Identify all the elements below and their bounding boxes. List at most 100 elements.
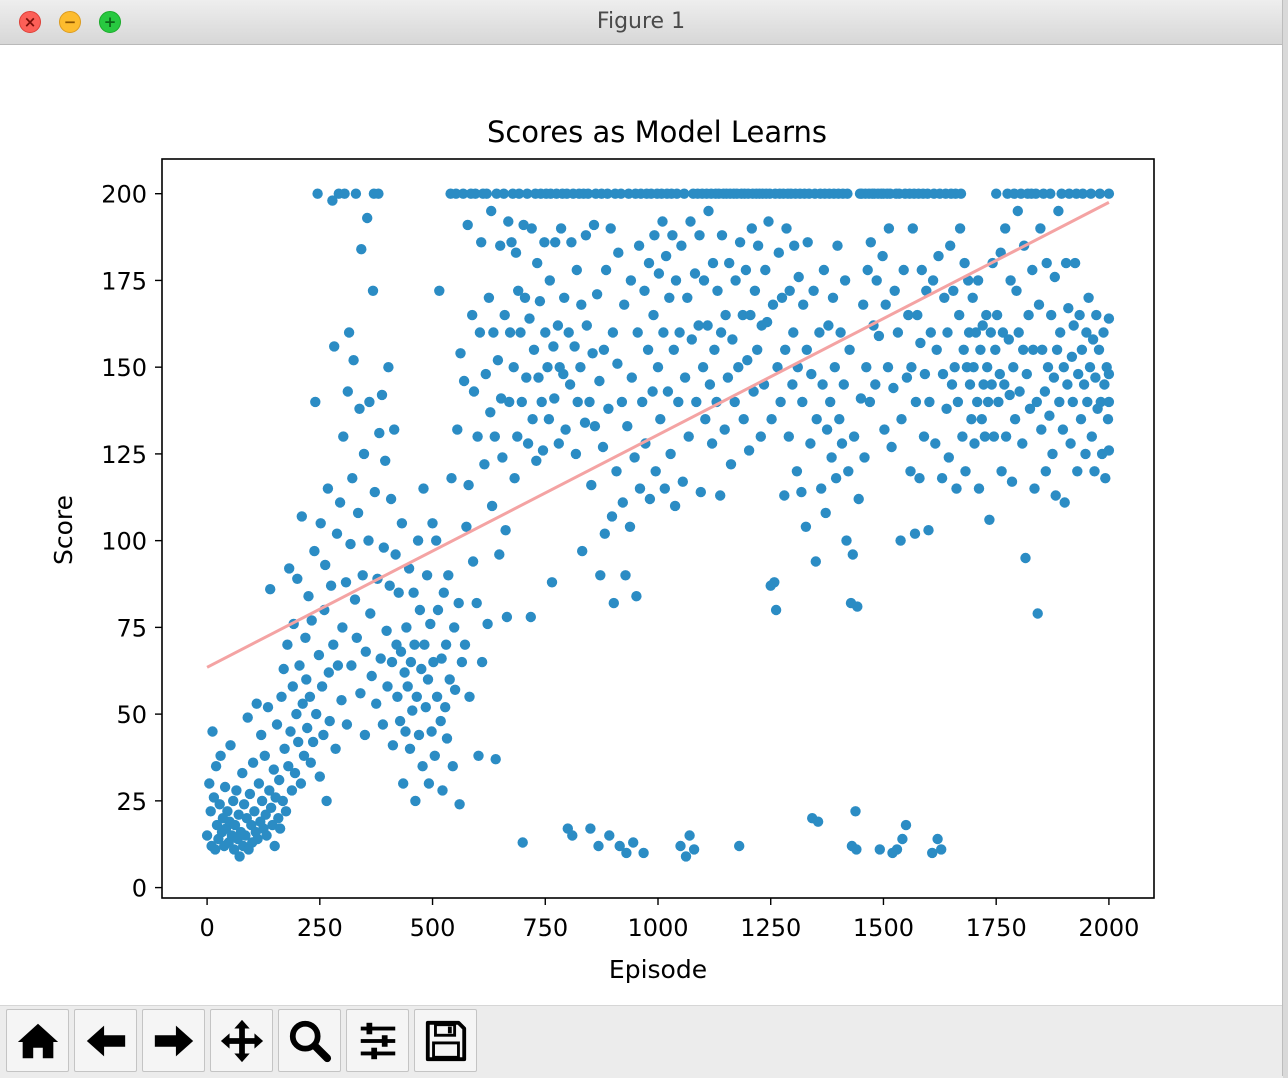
scatter-point <box>999 379 1010 390</box>
scatter-point <box>364 396 375 408</box>
scatter-point <box>853 493 864 505</box>
scatter-point <box>349 594 361 605</box>
scatter-point <box>532 257 543 269</box>
scatter-point <box>369 486 380 498</box>
scatter-point <box>801 344 812 355</box>
scatter-point <box>898 264 909 276</box>
scatter-point <box>783 431 794 442</box>
scatter-point <box>470 188 481 199</box>
scatter-point <box>719 424 730 435</box>
scatter-point <box>208 792 220 803</box>
scatter-point <box>306 615 317 626</box>
scatter-point <box>438 587 449 598</box>
scatter-point <box>409 639 420 650</box>
scatter-point <box>345 538 356 550</box>
home-button[interactable] <box>6 1009 69 1072</box>
scatter-point <box>1103 396 1115 408</box>
scatter-point <box>720 309 731 321</box>
scatter-point <box>897 833 908 845</box>
scatter-point <box>969 438 980 449</box>
zoom-button[interactable] <box>278 1009 341 1072</box>
minimize-window-button[interactable]: − <box>59 11 81 33</box>
scatter-point <box>1011 285 1022 296</box>
scatter-point <box>488 327 499 338</box>
scatter-point <box>991 188 1002 199</box>
back-button[interactable] <box>74 1009 137 1072</box>
chart-marks <box>201 188 1115 862</box>
scatter-point <box>354 403 365 414</box>
scatter-point <box>515 327 526 338</box>
scatter-point <box>384 580 395 591</box>
y-tick-label: 150 <box>101 354 147 382</box>
scatter-point <box>943 452 954 463</box>
scatter-point <box>752 240 764 251</box>
x-tick-label: 750 <box>522 914 568 942</box>
scatter-point <box>1093 344 1105 355</box>
maximize-window-button[interactable]: + <box>99 11 121 33</box>
scatter-point <box>817 379 828 390</box>
scatter-point <box>392 691 403 702</box>
scatter-point <box>850 806 861 817</box>
scatter-point <box>650 466 661 477</box>
scatter-point <box>888 382 899 394</box>
scatter-point <box>1040 466 1052 477</box>
minimize-icon: − <box>63 12 77 31</box>
scatter-point <box>658 327 669 338</box>
scatter-point <box>675 840 686 852</box>
scatter-point <box>752 344 763 355</box>
scatter-point <box>982 396 994 408</box>
scatter-point <box>459 639 471 650</box>
scatter-point <box>476 237 487 248</box>
scatter-point <box>1000 431 1012 442</box>
scatter-point <box>936 844 947 855</box>
scatter-point <box>598 344 610 355</box>
forward-arrow-icon <box>154 1025 193 1056</box>
scatter-point <box>1049 271 1061 283</box>
scatter-point <box>566 237 577 248</box>
scatter-point <box>698 275 710 286</box>
scatter-point <box>766 414 777 425</box>
scatter-point <box>360 646 371 657</box>
scatter-point <box>942 327 953 338</box>
scatter-point <box>1083 292 1094 303</box>
scatter-point <box>1103 368 1115 380</box>
scatter-point <box>536 396 547 408</box>
scatter-point <box>1012 205 1023 217</box>
scatter-point <box>848 431 860 442</box>
scatter-point <box>247 757 259 768</box>
scatter-point <box>688 844 700 855</box>
scatter-point <box>1033 299 1045 310</box>
pan-button[interactable] <box>210 1009 273 1072</box>
scatter-point <box>709 344 720 355</box>
scatter-point <box>671 188 683 199</box>
scatter-point <box>1005 275 1016 286</box>
save-figure-button[interactable] <box>414 1009 477 1072</box>
scatter-point <box>422 674 434 685</box>
forward-button[interactable] <box>142 1009 205 1072</box>
scatter-point <box>579 417 591 428</box>
close-window-button[interactable]: × <box>19 11 41 33</box>
scatter-point <box>1090 372 1101 383</box>
scatter-point <box>473 750 484 761</box>
title-bar[interactable]: × − + Figure 1 <box>0 0 1282 45</box>
configure-subplots-button[interactable] <box>346 1009 409 1072</box>
scatter-point <box>1006 476 1018 487</box>
scatter-point <box>1060 257 1072 269</box>
scatter-point <box>843 466 854 477</box>
scatter-point <box>485 407 496 418</box>
scatter-point <box>808 285 819 296</box>
close-icon: × <box>23 12 37 31</box>
scatter-point <box>291 708 302 720</box>
scatter-point <box>417 761 428 772</box>
scatter-point <box>1078 379 1090 390</box>
scatter-point <box>390 549 401 560</box>
scatter-point <box>996 466 1007 477</box>
scatter-point <box>407 705 418 716</box>
scatter-point <box>730 275 741 286</box>
scatter-point <box>670 275 682 286</box>
scatter-point <box>374 427 385 439</box>
scatter-point <box>797 396 808 408</box>
scatter-point <box>914 473 925 484</box>
scatter-point <box>906 362 917 373</box>
home-icon <box>17 1023 58 1058</box>
